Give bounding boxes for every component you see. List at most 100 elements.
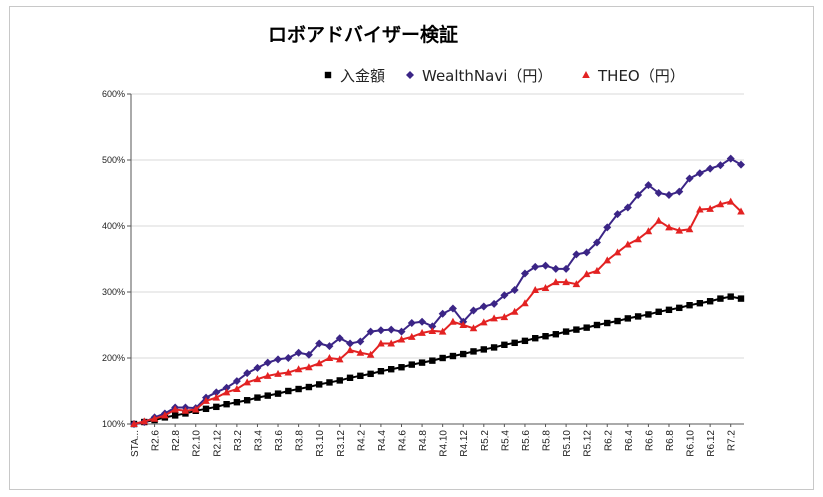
data-point: [623, 203, 632, 212]
data-point: [315, 359, 323, 367]
data-point: [614, 317, 621, 325]
x-tick-label: R4.4: [377, 430, 388, 452]
data-point: [407, 319, 416, 328]
x-tick-label: R6.2: [603, 430, 614, 452]
x-tick-label: R6.6: [644, 430, 655, 452]
data-point: [634, 313, 642, 320]
data-point: [305, 383, 313, 391]
data-point: [212, 388, 221, 397]
x-tick-label: R5.2: [480, 430, 491, 452]
data-point: [654, 216, 663, 224]
x-axis-ticks: STA... R2.6 R2.8 R2.10 R2.12 R3.2 R3.4 R3.6 R3.8…: [130, 430, 738, 457]
data-point: [377, 339, 385, 347]
data-point: [243, 378, 251, 386]
data-point: [428, 322, 437, 331]
gridlines: [131, 93, 744, 359]
data-point: [582, 71, 590, 78]
y-tick-label: 200%: [102, 353, 125, 363]
data-point: [572, 280, 581, 288]
x-tick-label: R3.4: [253, 430, 264, 452]
data-point: [438, 327, 447, 335]
data-point: [644, 227, 653, 235]
data-point: [406, 71, 414, 79]
x-tick-label: R5.8: [542, 430, 553, 452]
data-point: [665, 306, 673, 314]
data-point: [654, 189, 663, 197]
data-point: [490, 344, 498, 351]
data-point: [357, 372, 364, 380]
legend-label: 入金額: [340, 67, 385, 85]
data-point: [222, 388, 231, 396]
data-point: [367, 370, 374, 378]
legend-label: WealthNavi（円）: [422, 67, 552, 85]
data-point: [294, 348, 303, 357]
data-point: [223, 401, 230, 408]
data-point: [438, 309, 447, 318]
series-theo: [130, 197, 745, 427]
data-point: [366, 327, 375, 336]
data-point: [624, 240, 632, 248]
data-point: [727, 293, 734, 300]
data-point: [439, 354, 446, 362]
data-point: [449, 317, 457, 325]
y-tick-label: 400%: [102, 221, 125, 231]
data-point: [263, 358, 272, 367]
data-point: [510, 307, 519, 315]
data-point: [685, 225, 694, 233]
data-point: [501, 341, 508, 348]
data-point: [232, 377, 241, 386]
data-point: [645, 311, 652, 318]
data-point: [604, 319, 611, 327]
data-point: [644, 181, 653, 190]
data-point: [470, 348, 477, 355]
data-point: [521, 337, 529, 345]
data-point: [264, 392, 271, 399]
data-point: [737, 207, 745, 215]
data-point: [573, 326, 580, 333]
data-point: [695, 169, 704, 178]
data-point: [253, 363, 262, 372]
data-point: [562, 278, 570, 286]
data-point: [490, 299, 499, 308]
data-point: [377, 368, 385, 375]
data-point: [376, 326, 385, 335]
x-tick-label: STA...: [130, 430, 141, 457]
data-point: [449, 352, 457, 360]
data-point: [706, 164, 715, 173]
data-point: [325, 354, 334, 361]
data-point: [582, 270, 591, 278]
data-point: [737, 295, 745, 302]
data-point: [418, 317, 427, 326]
data-point: [469, 306, 478, 315]
data-point: [706, 298, 714, 305]
data-point: [716, 161, 725, 170]
x-tick-label: R6.12: [706, 430, 717, 457]
x-tick-label: R4.6: [397, 430, 408, 452]
data-point: [324, 71, 332, 79]
data-point: [254, 394, 261, 401]
data-point: [613, 248, 622, 256]
x-tick-label: R5.4: [500, 430, 511, 452]
data-point: [448, 304, 457, 313]
x-tick-label: R3.10: [315, 430, 326, 457]
axes: [127, 93, 744, 427]
data-point: [171, 405, 179, 413]
data-point: [634, 235, 642, 243]
data-point: [408, 361, 415, 368]
data-point: [696, 205, 704, 213]
data-point: [233, 399, 241, 406]
data-point: [387, 325, 396, 334]
data-point: [737, 160, 745, 169]
data-point: [603, 223, 612, 232]
data-point: [274, 369, 282, 377]
data-point: [531, 286, 540, 294]
data-point: [634, 190, 643, 199]
y-tick-label: 600%: [102, 89, 125, 99]
data-point: [500, 313, 509, 321]
data-point: [346, 339, 355, 348]
data-point: [285, 387, 292, 395]
x-tick-label: R7.2: [727, 430, 738, 452]
data-point: [253, 375, 262, 383]
data-point: [222, 383, 231, 392]
